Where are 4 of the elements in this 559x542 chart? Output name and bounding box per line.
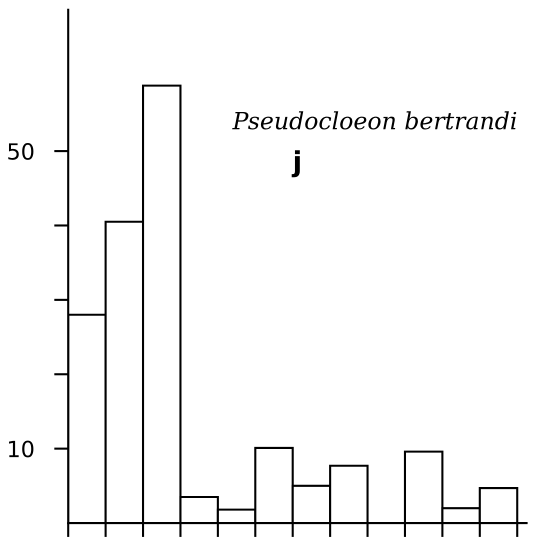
y-tick-label: 10 xyxy=(9,440,34,458)
annotation: j xyxy=(292,150,300,178)
y-tick-label: 50 xyxy=(8,143,34,160)
text: Pseudocloeon bertrandi xyxy=(232,111,516,130)
